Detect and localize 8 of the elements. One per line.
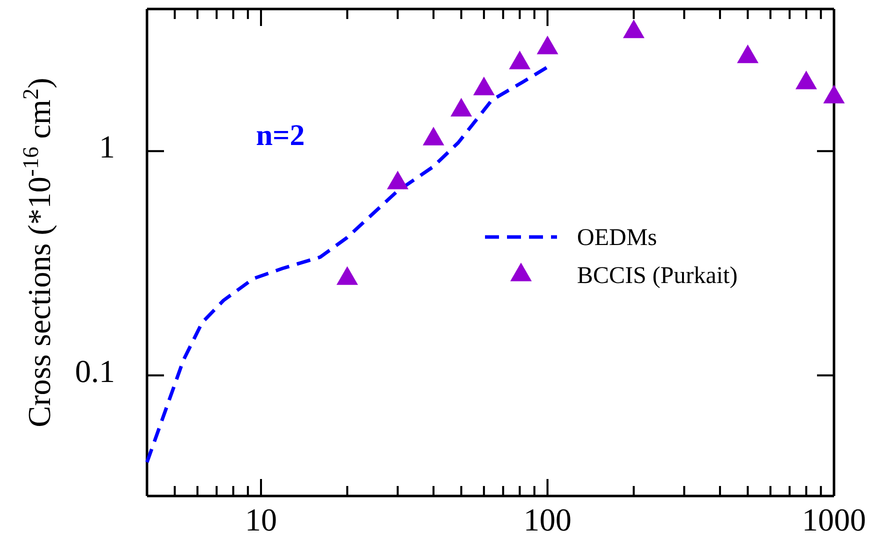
x-tick-label: 100 [524, 502, 572, 538]
annotation: n=2 [256, 119, 305, 152]
y-tick-label: 0.1 [75, 352, 115, 389]
legend-label: BCCIS (Purkait) [577, 263, 738, 289]
x-tick-label: 10 [245, 502, 278, 538]
y-tick-label: 1 [99, 128, 115, 164]
legend-label: OEDMs [577, 225, 658, 251]
x-tick-label: 1000 [802, 502, 866, 538]
